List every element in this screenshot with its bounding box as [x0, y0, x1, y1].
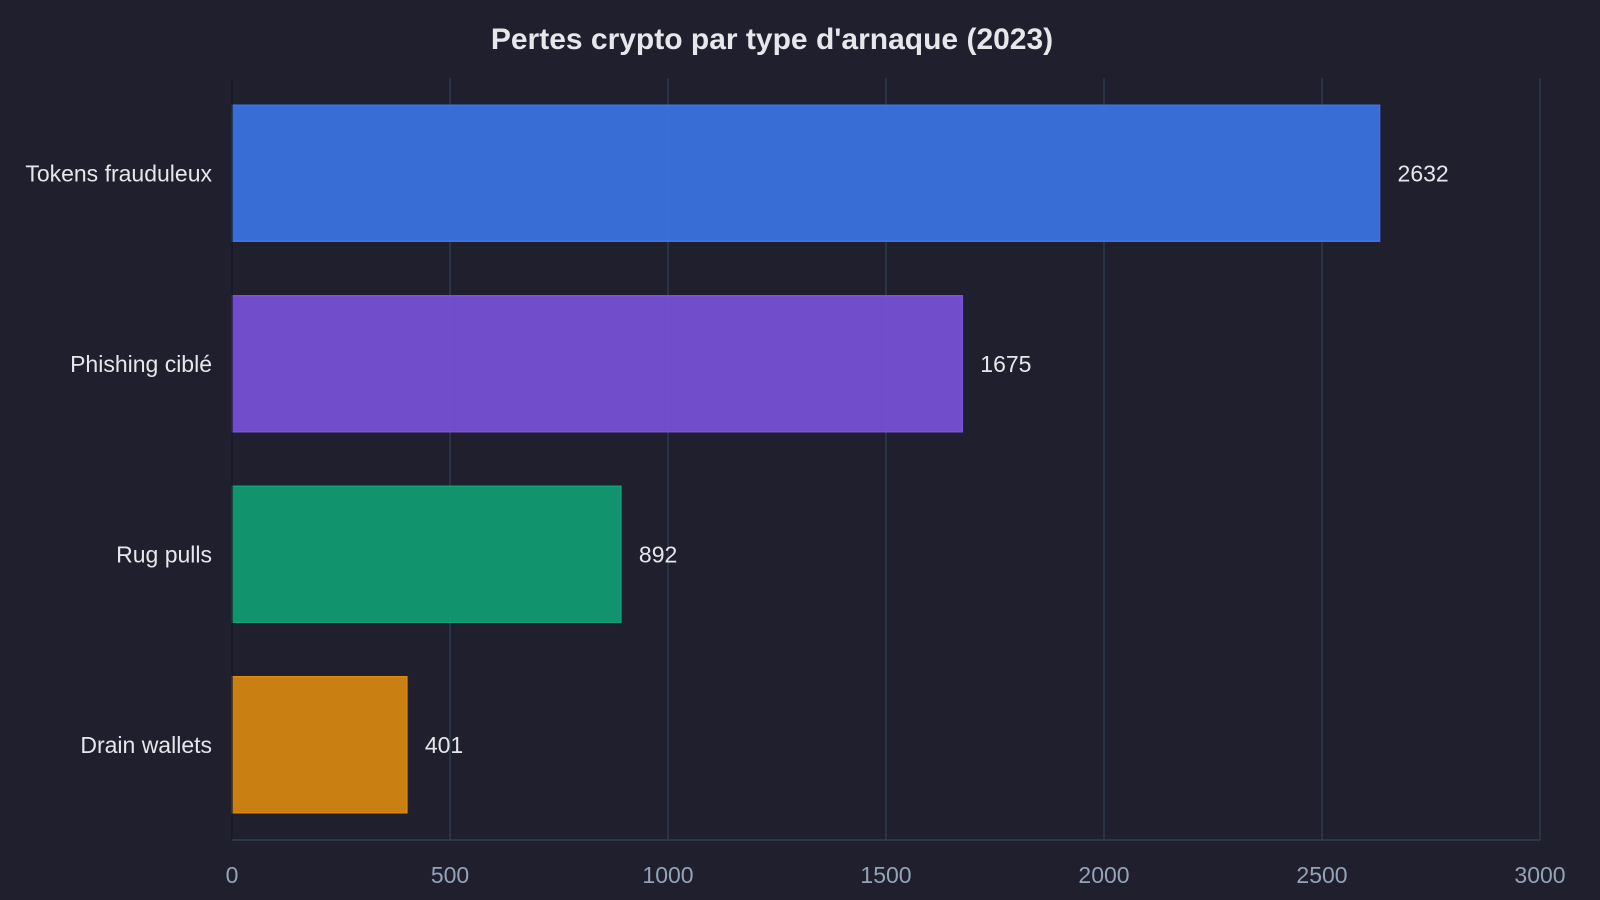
value-label-0: 2632 — [1398, 160, 1449, 186]
bar-2 — [231, 485, 622, 623]
category-label-0: Tokens frauduleux — [25, 160, 212, 186]
x-tick-label-500: 500 — [431, 862, 469, 888]
value-label-1: 1675 — [980, 351, 1031, 377]
x-tick-label-2500: 2500 — [1296, 862, 1347, 888]
x-tick-label-1500: 1500 — [860, 862, 911, 888]
x-tick-label-2000: 2000 — [1078, 862, 1129, 888]
value-label-3: 401 — [425, 732, 463, 758]
category-label-3: Drain wallets — [80, 732, 212, 758]
category-label-2: Rug pulls — [116, 541, 212, 567]
bars — [231, 104, 1381, 814]
x-tick-label-1000: 1000 — [642, 862, 693, 888]
x-tick-label-0: 0 — [226, 862, 239, 888]
bar-3 — [231, 676, 408, 814]
value-labels: 2632 1675 892 401 — [425, 160, 1449, 758]
x-axis: 0 500 1000 1500 2000 2500 3000 — [226, 78, 1566, 888]
value-label-2: 892 — [639, 541, 677, 567]
category-labels: Tokens frauduleux Phishing ciblé Rug pulls… — [25, 160, 212, 758]
bar-1 — [231, 295, 964, 433]
x-tick-label-3000: 3000 — [1514, 862, 1565, 888]
bar-0 — [231, 104, 1381, 242]
category-label-1: Phishing ciblé — [70, 351, 212, 377]
chart-title: Pertes crypto par type d'arnaque (2023) — [491, 23, 1053, 56]
